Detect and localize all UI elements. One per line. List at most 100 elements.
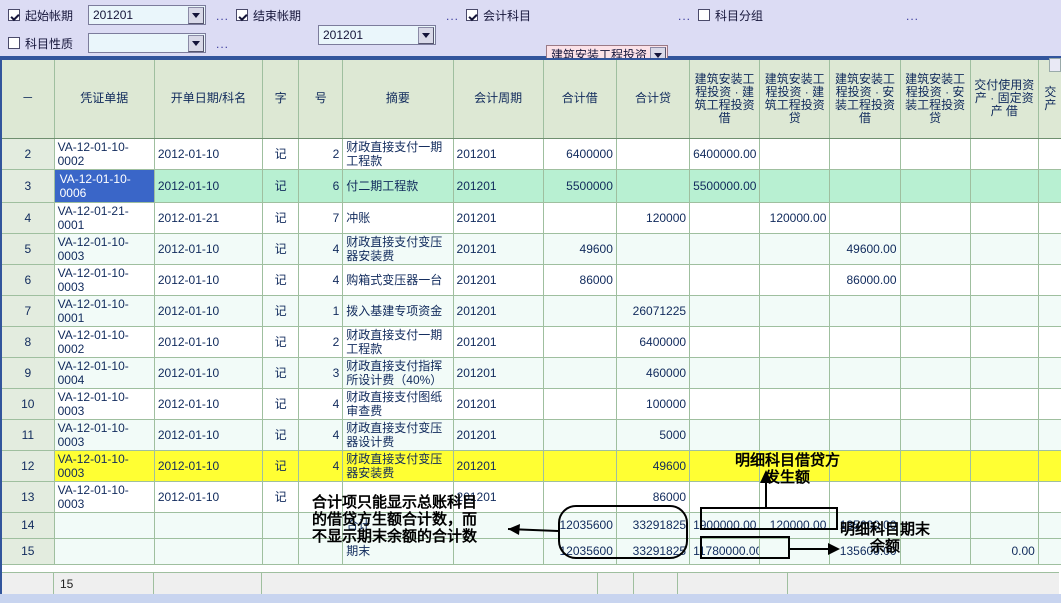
table-row[interactable]: 13 VA-12-01-10-0003 2012-01-10 记 201201 86000 bbox=[2, 481, 1061, 513]
cell-overflow[interactable] bbox=[1038, 481, 1061, 513]
chevron-down-icon[interactable] bbox=[188, 6, 204, 24]
cell-fixed-asset[interactable] bbox=[970, 202, 1039, 234]
cell-voucher-no[interactable]: VA-12-01-10-0001 bbox=[54, 295, 155, 327]
cell-acc2-credit[interactable] bbox=[900, 481, 971, 513]
cell-total-debit[interactable] bbox=[543, 357, 617, 389]
cell-acc1-credit[interactable] bbox=[759, 264, 831, 296]
cell-voucher-no[interactable]: VA-12-01-10-0003 bbox=[54, 450, 155, 482]
cell-total-credit[interactable] bbox=[616, 264, 691, 296]
col-header-hao[interactable]: 号 bbox=[298, 60, 344, 139]
cell-date[interactable]: 2012-01-10 bbox=[154, 233, 264, 265]
cell-row-number[interactable]: 13 bbox=[2, 481, 55, 513]
cell-summary[interactable]: 财政直接支付变压器设计费 bbox=[342, 419, 454, 451]
cell-period[interactable]: 201201 bbox=[453, 419, 544, 451]
cell-hao[interactable]: 2 bbox=[298, 326, 344, 358]
start-period-checkbox[interactable] bbox=[8, 9, 20, 21]
cell-acc1-debit[interactable] bbox=[689, 450, 761, 482]
cell-voucher-no[interactable]: VA-12-01-10-0003 bbox=[54, 419, 155, 451]
cell-voucher-no[interactable]: VA-12-01-10-0002 bbox=[54, 138, 155, 170]
cell-fixed-asset[interactable] bbox=[970, 450, 1039, 482]
subject-group-ellipsis-button[interactable]: ... bbox=[906, 9, 920, 23]
table-row[interactable]: 9 VA-12-01-10-0004 2012-01-10 记 3 财政直接支付指挥所设计… bbox=[2, 357, 1061, 389]
account-subject-ellipsis-button[interactable]: ... bbox=[678, 9, 692, 23]
cell-hao[interactable] bbox=[298, 512, 344, 539]
col-header-date[interactable]: 开单日期/科名 bbox=[154, 60, 264, 139]
col-header-rownum[interactable]: － bbox=[2, 60, 55, 139]
col-header-voucher[interactable]: 凭证单据 bbox=[54, 60, 155, 139]
cell-total-debit[interactable] bbox=[543, 202, 617, 234]
cell-acc1-credit[interactable] bbox=[759, 326, 831, 358]
cell-fixed-asset[interactable]: 0.00 bbox=[970, 538, 1039, 565]
cell-row-number[interactable]: 7 bbox=[2, 295, 55, 327]
cell-acc2-credit[interactable] bbox=[900, 264, 971, 296]
cell-summary[interactable]: 合计 bbox=[342, 512, 454, 539]
cell-summary[interactable]: 期末 bbox=[342, 538, 454, 565]
cell-total-credit[interactable] bbox=[616, 138, 691, 170]
cell-total-debit[interactable]: 6400000 bbox=[543, 138, 617, 170]
cell-date[interactable]: 2012-01-10 bbox=[154, 388, 264, 420]
end-period-combo[interactable]: 201201 bbox=[318, 25, 436, 45]
col-header-period[interactable]: 会计周期 bbox=[453, 60, 544, 139]
cell-period[interactable]: 201201 bbox=[453, 450, 544, 482]
cell-total-credit[interactable]: 26071225 bbox=[616, 295, 691, 327]
cell-acc2-debit[interactable]: 49600.00 bbox=[829, 233, 901, 265]
cell-acc1-debit[interactable]: 6400000.00 bbox=[689, 138, 761, 170]
col-header-overflow[interactable]: 交产 bbox=[1038, 60, 1061, 139]
col-header-zi[interactable]: 字 bbox=[262, 60, 300, 139]
cell-total-credit[interactable]: 460000 bbox=[616, 357, 691, 389]
cell-total-debit[interactable]: 86000 bbox=[543, 264, 617, 296]
cell-row-number[interactable]: 6 bbox=[2, 264, 55, 296]
cell-total-debit[interactable]: 5500000 bbox=[543, 169, 617, 203]
cell-hao[interactable]: 2 bbox=[298, 138, 344, 170]
cell-period[interactable]: 201201 bbox=[453, 169, 544, 203]
cell-total-debit[interactable]: 12035600 bbox=[543, 512, 617, 539]
cell-hao[interactable]: 4 bbox=[298, 419, 344, 451]
cell-acc1-debit[interactable] bbox=[689, 295, 761, 327]
table-row[interactable]: 14 合计 12035600 33291825 1900000.00 120000.00 1… bbox=[2, 512, 1061, 539]
cell-zi[interactable] bbox=[262, 512, 300, 539]
cell-date[interactable]: 2012-01-10 bbox=[154, 169, 264, 203]
cell-acc2-debit[interactable] bbox=[829, 388, 901, 420]
col-header-acc1-credit[interactable]: 建筑安装工程投资 · 建筑工程投资 贷 bbox=[759, 60, 831, 139]
cell-acc2-debit[interactable]: 86000.00 bbox=[829, 264, 901, 296]
cell-zi[interactable]: 记 bbox=[262, 450, 300, 482]
cell-hao[interactable]: 4 bbox=[298, 450, 344, 482]
cell-hao[interactable] bbox=[298, 538, 344, 565]
chevron-down-icon[interactable] bbox=[418, 26, 434, 44]
cell-row-number[interactable]: 3 bbox=[2, 169, 55, 203]
cell-acc2-credit[interactable] bbox=[900, 326, 971, 358]
cell-acc2-credit[interactable] bbox=[900, 138, 971, 170]
cell-voucher-no[interactable]: VA-12-01-10-0003 bbox=[54, 233, 155, 265]
cell-acc2-debit[interactable] bbox=[829, 481, 901, 513]
cell-hao[interactable]: 3 bbox=[298, 357, 344, 389]
cell-acc1-credit[interactable] bbox=[759, 419, 831, 451]
cell-voucher-no[interactable] bbox=[54, 512, 155, 539]
cell-summary[interactable]: 付二期工程款 bbox=[342, 169, 454, 203]
cell-total-credit[interactable] bbox=[616, 169, 691, 203]
cell-overflow[interactable] bbox=[1038, 295, 1061, 327]
cell-zi[interactable]: 记 bbox=[262, 481, 300, 513]
cell-zi[interactable]: 记 bbox=[262, 264, 300, 296]
cell-acc1-debit[interactable]: 5500000.00 bbox=[689, 169, 761, 203]
cell-row-number[interactable]: 14 bbox=[2, 512, 55, 539]
cell-fixed-asset[interactable] bbox=[970, 233, 1039, 265]
cell-row-number[interactable]: 10 bbox=[2, 388, 55, 420]
cell-hao[interactable]: 1 bbox=[298, 295, 344, 327]
col-header-fixed-asset[interactable]: 交付使用资产 · 固定资产 借 bbox=[970, 60, 1039, 139]
table-row[interactable]: 11 VA-12-01-10-0003 2012-01-10 记 4 财政直接支付变压器设… bbox=[2, 419, 1061, 451]
cell-total-credit[interactable]: 86000 bbox=[616, 481, 691, 513]
cell-acc1-debit[interactable] bbox=[689, 388, 761, 420]
cell-date[interactable]: 2012-01-10 bbox=[154, 419, 264, 451]
cell-summary[interactable]: 财政直接支付指挥所设计费（40%） bbox=[342, 357, 454, 389]
cell-date[interactable]: 2012-01-10 bbox=[154, 326, 264, 358]
cell-acc2-credit[interactable] bbox=[900, 233, 971, 265]
cell-acc2-debit[interactable] bbox=[829, 138, 901, 170]
cell-acc2-credit[interactable] bbox=[900, 357, 971, 389]
cell-acc2-credit[interactable] bbox=[900, 169, 971, 203]
cell-zi[interactable]: 记 bbox=[262, 295, 300, 327]
cell-zi[interactable]: 记 bbox=[262, 233, 300, 265]
cell-zi[interactable]: 记 bbox=[262, 169, 300, 203]
cell-overflow[interactable] bbox=[1038, 388, 1061, 420]
chevron-down-icon[interactable] bbox=[188, 34, 204, 52]
cell-summary[interactable] bbox=[342, 481, 454, 513]
